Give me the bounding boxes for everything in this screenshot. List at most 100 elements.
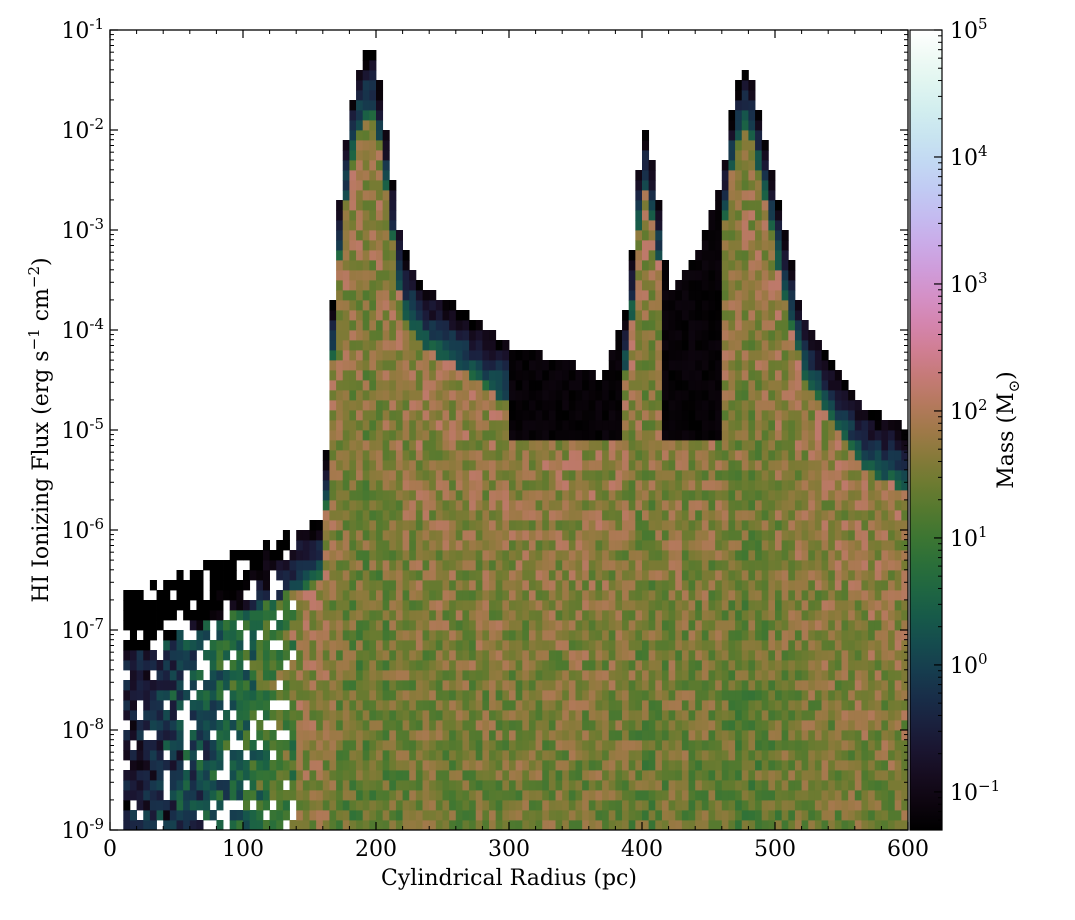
heatmap-cell bbox=[229, 630, 237, 641]
heatmap-cell bbox=[382, 520, 390, 531]
heatmap-cell bbox=[648, 660, 656, 671]
heatmap-cell bbox=[622, 390, 630, 401]
heatmap-cell bbox=[442, 440, 450, 451]
heatmap-cell bbox=[642, 160, 650, 171]
heatmap-cell bbox=[402, 590, 410, 601]
heatmap-cell bbox=[622, 420, 630, 431]
heatmap-cell bbox=[342, 200, 350, 211]
heatmap-cell bbox=[794, 510, 802, 521]
heatmap-cell bbox=[129, 660, 137, 671]
heatmap-cell bbox=[149, 650, 157, 661]
heatmap-cell bbox=[369, 320, 377, 331]
heatmap-cell bbox=[449, 560, 457, 571]
heatmap-cell bbox=[395, 720, 403, 731]
heatmap-cell bbox=[761, 680, 769, 691]
heatmap-cell bbox=[542, 510, 550, 521]
heatmap-cell bbox=[223, 580, 231, 591]
heatmap-cell bbox=[628, 540, 636, 551]
heatmap-cell bbox=[203, 770, 211, 781]
heatmap-cell bbox=[169, 750, 177, 761]
heatmap-cell bbox=[429, 750, 437, 761]
heatmap-cell bbox=[735, 790, 743, 801]
heatmap-cell bbox=[622, 810, 630, 821]
heatmap-cell bbox=[156, 660, 164, 671]
heatmap-cell bbox=[509, 670, 517, 681]
heatmap-cell bbox=[548, 720, 556, 731]
heatmap-cell bbox=[595, 740, 603, 751]
heatmap-cell bbox=[715, 190, 723, 201]
heatmap-cell bbox=[376, 370, 384, 381]
heatmap-cell bbox=[562, 640, 570, 651]
heatmap-cell bbox=[389, 260, 397, 271]
heatmap-cell bbox=[748, 440, 756, 451]
heatmap-cell bbox=[462, 770, 470, 781]
heatmap-cell bbox=[522, 360, 530, 371]
heatmap-cell bbox=[362, 100, 370, 111]
heatmap-cell bbox=[509, 770, 517, 781]
heatmap-cell bbox=[402, 510, 410, 521]
heatmap-cell bbox=[768, 680, 776, 691]
heatmap-cell bbox=[701, 470, 709, 481]
heatmap-cell bbox=[668, 770, 676, 781]
heatmap-cell bbox=[675, 720, 683, 731]
heatmap-cell bbox=[509, 760, 517, 771]
heatmap-cell bbox=[136, 770, 144, 781]
heatmap-cell bbox=[209, 740, 217, 751]
heatmap-cell bbox=[296, 660, 304, 671]
heatmap-cell bbox=[449, 500, 457, 511]
heatmap-cell bbox=[336, 560, 344, 571]
heatmap-cell bbox=[655, 480, 663, 491]
heatmap-cell bbox=[648, 390, 656, 401]
heatmap-cell bbox=[801, 680, 809, 691]
heatmap-cell bbox=[675, 520, 683, 531]
heatmap-cell bbox=[768, 510, 776, 521]
heatmap-cell bbox=[748, 390, 756, 401]
heatmap-cell bbox=[695, 510, 703, 521]
heatmap-cell bbox=[788, 750, 796, 761]
heatmap-cell bbox=[376, 490, 384, 501]
heatmap-cell bbox=[708, 620, 716, 631]
heatmap-cell bbox=[149, 740, 157, 751]
heatmap-cell bbox=[442, 520, 450, 531]
heatmap-cell bbox=[329, 590, 337, 601]
heatmap-cell bbox=[415, 320, 423, 331]
heatmap-cell bbox=[801, 580, 809, 591]
heatmap-cell bbox=[588, 580, 596, 591]
heatmap-cell bbox=[781, 460, 789, 471]
heatmap-cell bbox=[755, 680, 763, 691]
heatmap-cell bbox=[455, 540, 463, 551]
heatmap-cell bbox=[761, 340, 769, 351]
heatmap-cell bbox=[489, 340, 497, 351]
heatmap-cell bbox=[595, 670, 603, 681]
heatmap-cell bbox=[123, 660, 131, 671]
heatmap-cell bbox=[422, 470, 430, 481]
heatmap-cell bbox=[622, 570, 630, 581]
heatmap-cell bbox=[781, 420, 789, 431]
heatmap-cell bbox=[369, 670, 377, 681]
heatmap-cell bbox=[362, 650, 370, 661]
heatmap-cell bbox=[389, 640, 397, 651]
heatmap-cell bbox=[442, 540, 450, 551]
heatmap-cell bbox=[575, 500, 583, 511]
heatmap-cell bbox=[123, 690, 131, 701]
heatmap-cell bbox=[415, 330, 423, 341]
heatmap-cell bbox=[642, 560, 650, 571]
heatmap-cell bbox=[635, 810, 643, 821]
heatmap-cell bbox=[362, 640, 370, 651]
heatmap-cell bbox=[814, 800, 822, 811]
heatmap-cell bbox=[801, 320, 809, 331]
heatmap-cell bbox=[741, 520, 749, 531]
heatmap-cell bbox=[216, 670, 224, 681]
heatmap-cell bbox=[741, 200, 749, 211]
heatmap-cell bbox=[422, 710, 430, 721]
heatmap-cell bbox=[369, 260, 377, 271]
heatmap-cell bbox=[688, 280, 696, 291]
heatmap-cell bbox=[701, 730, 709, 741]
heatmap-cell bbox=[781, 720, 789, 731]
heatmap-cell bbox=[515, 510, 523, 521]
heatmap-cell bbox=[821, 720, 829, 731]
heatmap-cell bbox=[356, 530, 364, 541]
heatmap-cell bbox=[748, 700, 756, 711]
heatmap-cell bbox=[509, 530, 517, 541]
heatmap-cell bbox=[602, 710, 610, 721]
